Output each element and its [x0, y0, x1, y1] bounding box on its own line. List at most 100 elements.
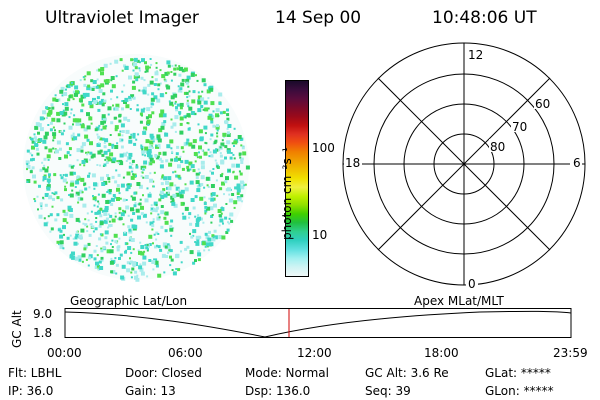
uv-speckle [143, 165, 147, 169]
uv-speckle [109, 224, 113, 227]
uv-speckle [129, 260, 133, 264]
uv-speckle [205, 176, 210, 181]
uv-speckle [65, 142, 69, 146]
uv-speckle [80, 197, 84, 201]
uv-speckle [63, 129, 66, 132]
uv-speckle [148, 114, 152, 119]
uv-speckle [56, 240, 60, 244]
uv-speckle [81, 253, 86, 258]
uv-speckle [128, 239, 131, 242]
uv-speckle [122, 176, 125, 179]
uv-speckle [149, 162, 153, 166]
uv-speckle [52, 147, 55, 150]
colorbar [285, 80, 309, 277]
uv-speckle [189, 222, 193, 226]
uv-speckle [192, 139, 197, 144]
uv-speckle [202, 108, 205, 111]
uv-speckle [146, 249, 149, 252]
uv-speckle [236, 185, 241, 190]
uv-speckle [79, 123, 82, 126]
uv-speckle [148, 243, 152, 246]
uv-speckle [82, 123, 85, 126]
uv-speckle [111, 84, 116, 89]
uv-speckle [197, 100, 202, 105]
uv-speckle [145, 69, 149, 73]
uv-speckle [72, 118, 77, 123]
uv-speckle [124, 65, 129, 70]
timeline-plot [64, 308, 572, 338]
uv-speckle [108, 191, 112, 195]
uv-speckle [63, 233, 65, 236]
uv-speckle [70, 165, 74, 169]
uv-speckle [74, 92, 78, 97]
uv-speckle [128, 156, 132, 160]
uv-speckle [244, 183, 247, 186]
uv-speckle [90, 155, 94, 159]
uv-speckle [174, 64, 177, 67]
uv-speckle [227, 221, 229, 224]
uv-speckle [117, 218, 120, 220]
uv-speckle [103, 163, 107, 167]
uv-speckle [180, 146, 184, 150]
uv-speckle [230, 152, 233, 154]
uv-speckle [97, 193, 100, 196]
uv-speckle [105, 161, 109, 164]
uv-speckle [86, 112, 90, 117]
uv-speckle [46, 154, 51, 159]
uv-speckle [204, 205, 208, 209]
uv-speckle [130, 207, 134, 212]
uv-speckle [77, 133, 81, 137]
uv-speckle [219, 174, 223, 178]
uv-speckle [216, 165, 219, 168]
uv-speckle [41, 161, 44, 164]
uv-speckle [70, 180, 75, 185]
uv-speckle [180, 90, 183, 93]
uv-speckle [144, 146, 149, 151]
uv-speckle [66, 221, 69, 224]
uv-speckle [159, 248, 163, 252]
uv-speckle [151, 228, 154, 231]
uv-speckle [76, 230, 79, 233]
uv-speckle [146, 187, 149, 190]
uv-speckle [118, 192, 121, 195]
uv-speckle [33, 136, 37, 140]
uv-speckle [133, 57, 138, 62]
uv-speckle [175, 108, 179, 112]
uv-speckle [88, 186, 91, 189]
uv-speckle [93, 100, 98, 104]
uv-speckle [102, 117, 107, 122]
mlt-label-12: 12 [468, 48, 483, 62]
uv-speckle [75, 180, 80, 185]
uv-speckle [239, 156, 242, 159]
uv-speckle [76, 175, 80, 179]
uv-speckle [198, 183, 202, 187]
uv-speckle [82, 92, 87, 97]
mlt-label-0: 0 [468, 277, 476, 290]
uv-speckle [170, 158, 174, 162]
uv-speckle [96, 254, 99, 257]
uv-speckle [48, 173, 51, 177]
uv-speckle [138, 265, 143, 270]
uv-speckle [155, 144, 159, 149]
uv-speckle [150, 212, 153, 215]
uv-speckle [181, 167, 185, 171]
uv-speckle [98, 89, 103, 93]
uv-speckle [103, 219, 108, 224]
uv-speckle [155, 144, 157, 147]
uv-speckle [195, 176, 199, 180]
uv-speckle [170, 79, 173, 82]
uv-speckle [103, 142, 106, 144]
uv-speckle [125, 199, 128, 201]
lat-label-80: 80 [490, 140, 505, 154]
uv-speckle [241, 200, 243, 203]
uv-speckle [108, 180, 111, 183]
uv-speckle [83, 182, 87, 186]
uv-speckle [65, 85, 68, 88]
uv-speckle [62, 103, 64, 106]
uv-speckle [188, 161, 193, 166]
uv-speckle [218, 214, 222, 218]
uv-speckle [133, 209, 136, 212]
uv-speckle [152, 146, 154, 149]
uv-speckle [60, 198, 64, 202]
uv-speckle [75, 121, 80, 126]
